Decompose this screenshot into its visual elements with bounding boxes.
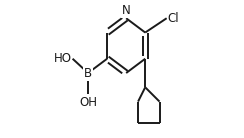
Text: HO: HO (53, 52, 71, 65)
Text: B: B (84, 67, 92, 79)
Text: Cl: Cl (168, 12, 180, 25)
Text: OH: OH (79, 96, 97, 109)
Text: N: N (122, 4, 131, 17)
